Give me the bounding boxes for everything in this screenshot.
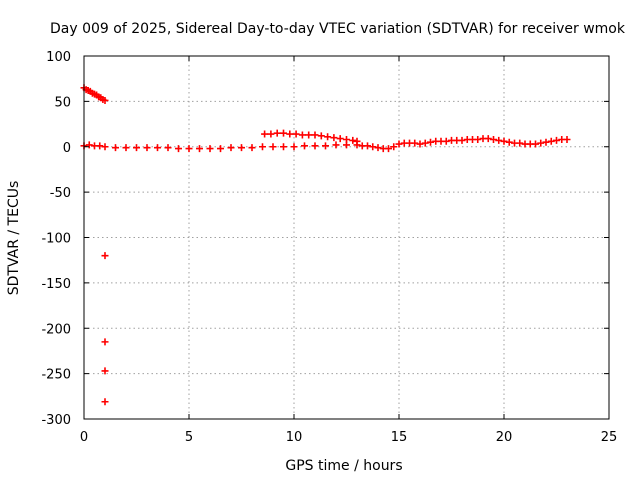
data-point [411,139,419,147]
data-point [122,144,130,152]
data-point [336,135,344,143]
x-tick-label: 25 [601,430,618,445]
data-point [112,144,119,152]
data-point [330,134,338,142]
data-point [101,143,109,151]
data-point [101,398,109,406]
data-point [474,135,482,143]
data-point [273,129,281,137]
data-point [374,144,382,152]
data-point [133,144,140,152]
x-tick-label: 15 [391,430,408,445]
data-point [305,131,313,139]
y-tick-label: -250 [41,368,71,383]
data-point [416,140,424,148]
data-point [311,142,319,150]
data-point [553,136,560,144]
y-axis-label: SDTVAR / TECUs [6,181,22,296]
data-point [196,145,203,153]
data-point [542,138,550,146]
data-point [349,136,357,144]
data-point [286,130,294,138]
data-point [322,142,329,150]
data-point [364,142,371,150]
x-tick-label: 5 [185,430,193,445]
data-point [458,136,466,144]
data-point [267,130,275,138]
data-point [206,145,214,153]
y-tick-label: -100 [41,232,71,247]
data-point [101,252,109,260]
data-point [280,143,287,151]
data-point [369,143,377,151]
data-point [185,145,193,153]
data-point [269,143,277,151]
data-point [248,144,256,152]
data-point [175,145,182,153]
data-point [390,143,398,151]
data-point [490,135,497,143]
data-point [311,131,319,139]
data-point [217,145,224,153]
data-point [101,338,109,346]
data-point [516,139,524,147]
points-layer [80,84,571,406]
y-tick-label: -150 [41,277,71,292]
data-point [227,144,235,152]
data-point [317,132,325,140]
data-point [143,144,151,152]
data-point [385,145,392,153]
data-point [298,131,306,139]
series-baseline [80,135,571,153]
data-point [484,135,492,143]
data-point [324,133,332,141]
data-point [332,141,340,149]
series-early-descent [80,84,109,104]
chart-title: Day 009 of 2025, Sidereal Day-to-day VTE… [50,21,626,37]
data-point [537,139,545,147]
data-point [353,137,361,145]
data-point [395,140,403,148]
data-point [500,137,508,145]
data-point [280,129,287,137]
y-tick-label: -300 [41,413,71,428]
data-point [259,143,266,151]
data-point [563,135,571,143]
data-point [301,142,308,150]
grid-layer [84,56,609,419]
y-tick-label: -200 [41,322,71,337]
y-tick-label: -50 [50,186,71,201]
data-point [547,137,555,145]
data-point [292,130,300,138]
data-point [421,139,429,147]
data-point [442,137,450,145]
ticks-layer: 0 5 10 15 20 25 -300 -250 -200 -150 -100 -50 0 50 100 [41,50,617,445]
data-point [238,144,245,152]
y-tick-label: 0 [63,141,71,156]
x-axis-label: GPS time / hours [285,458,402,474]
series-outliers [101,252,109,406]
data-point [96,142,104,150]
data-point [290,143,298,151]
data-point [495,136,503,144]
data-point [154,144,161,152]
data-point [164,144,172,152]
data-point [85,141,93,149]
series-upper-track [261,129,361,145]
data-point [505,138,513,146]
x-tick-label: 20 [496,430,513,445]
data-point [343,135,350,143]
x-tick-label: 10 [286,430,303,445]
x-tick-label: 0 [80,430,88,445]
y-tick-label: 100 [46,50,71,65]
data-point [101,367,109,375]
y-tick-label: 50 [54,95,71,110]
data-point [261,130,269,138]
data-point [101,96,109,104]
data-point [532,140,539,148]
data-point [427,138,434,146]
